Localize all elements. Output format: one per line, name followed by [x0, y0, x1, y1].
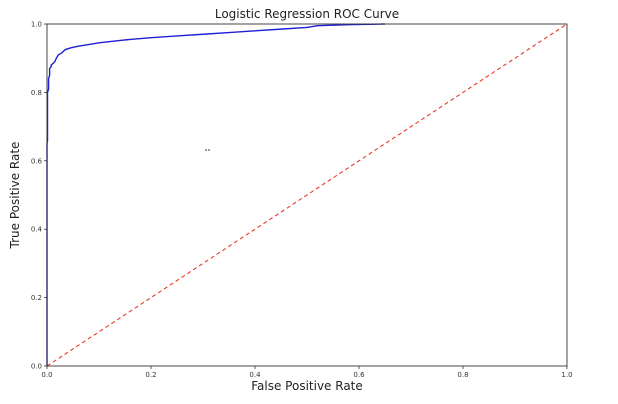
y-tick-label: 0.0 [31, 363, 42, 371]
y-tick-label: 0.2 [31, 294, 42, 302]
x-tick-label: 0.2 [145, 371, 156, 379]
chart-title: Logistic Regression ROC Curve [215, 7, 399, 21]
x-tick-label: 0.4 [249, 371, 261, 379]
stray-dot [205, 149, 207, 151]
y-axis-title: True Positive Rate [8, 142, 22, 250]
y-tick-label: 1.0 [31, 21, 42, 29]
stray-marker [205, 149, 210, 151]
stray-dot [208, 149, 210, 151]
x-tick-label: 1.0 [561, 371, 572, 379]
plot-frame [46, 23, 568, 367]
x-tick-label: 0.8 [457, 371, 468, 379]
plot-area: 0.0 0.2 0.4 0.6 0.8 1.0 0.0 0.2 0.4 0.6 0.8 1.0 [31, 21, 573, 380]
chance-diagonal-line [46, 23, 568, 367]
x-tick-label: 0.0 [41, 371, 52, 379]
y-tick-label: 0.4 [31, 226, 43, 234]
x-axis-title: False Positive Rate [251, 379, 363, 393]
x-tick-label: 0.6 [353, 371, 365, 379]
y-tick-label: 0.6 [31, 157, 43, 165]
roc-curve-line [46, 23, 386, 366]
y-tick-label: 0.8 [31, 89, 42, 97]
